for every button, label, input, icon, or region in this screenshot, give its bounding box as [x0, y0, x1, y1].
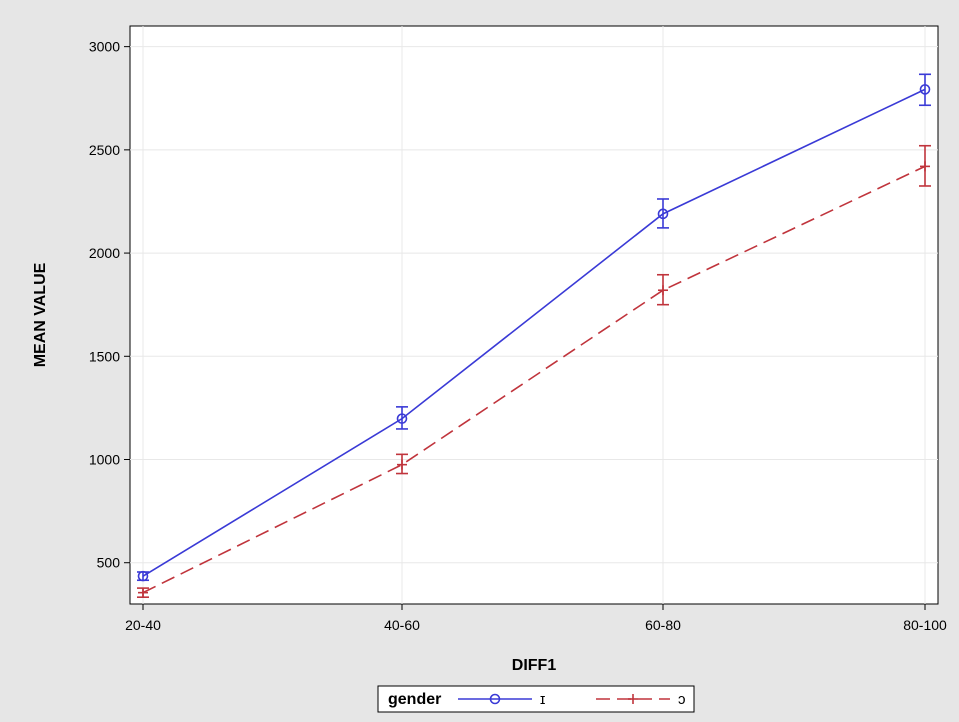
x-tick-label: 60-80 — [645, 617, 681, 633]
x-axis-title: DIFF1 — [512, 657, 557, 674]
series-group — [137, 73, 931, 598]
legend-label: ɔ — [678, 691, 686, 708]
axes: 500 1000 1500 2000 2500 3000 20-40 40-60 60-80 80… — [89, 39, 947, 633]
x-tick-label: 40-60 — [384, 617, 420, 633]
legend-title: gender — [388, 691, 441, 708]
y-tick-label: 1500 — [89, 348, 120, 364]
x-tick-label: 80-100 — [903, 617, 947, 633]
x-tick-label: 20-40 — [125, 617, 161, 633]
legend-marker-circle — [489, 693, 501, 705]
data-point-circle — [919, 84, 931, 95]
y-tick-label: 500 — [97, 555, 121, 571]
data-point-circle — [137, 570, 149, 582]
grid-lines — [130, 26, 938, 604]
series-line — [142, 165, 926, 594]
y-tick-label: 2500 — [89, 142, 120, 158]
legend-label: ɪ — [540, 691, 545, 708]
data-point-circle — [657, 208, 669, 220]
y-tick-label: 2000 — [89, 245, 120, 261]
legend: gender ɪ ɔ — [377, 685, 695, 713]
y-tick-label: 1000 — [89, 452, 120, 468]
y-tick-label: 3000 — [89, 39, 120, 55]
series-line — [142, 88, 926, 577]
y-axis-title: MEAN VALUE — [32, 262, 49, 367]
data-point-circle — [396, 413, 408, 424]
